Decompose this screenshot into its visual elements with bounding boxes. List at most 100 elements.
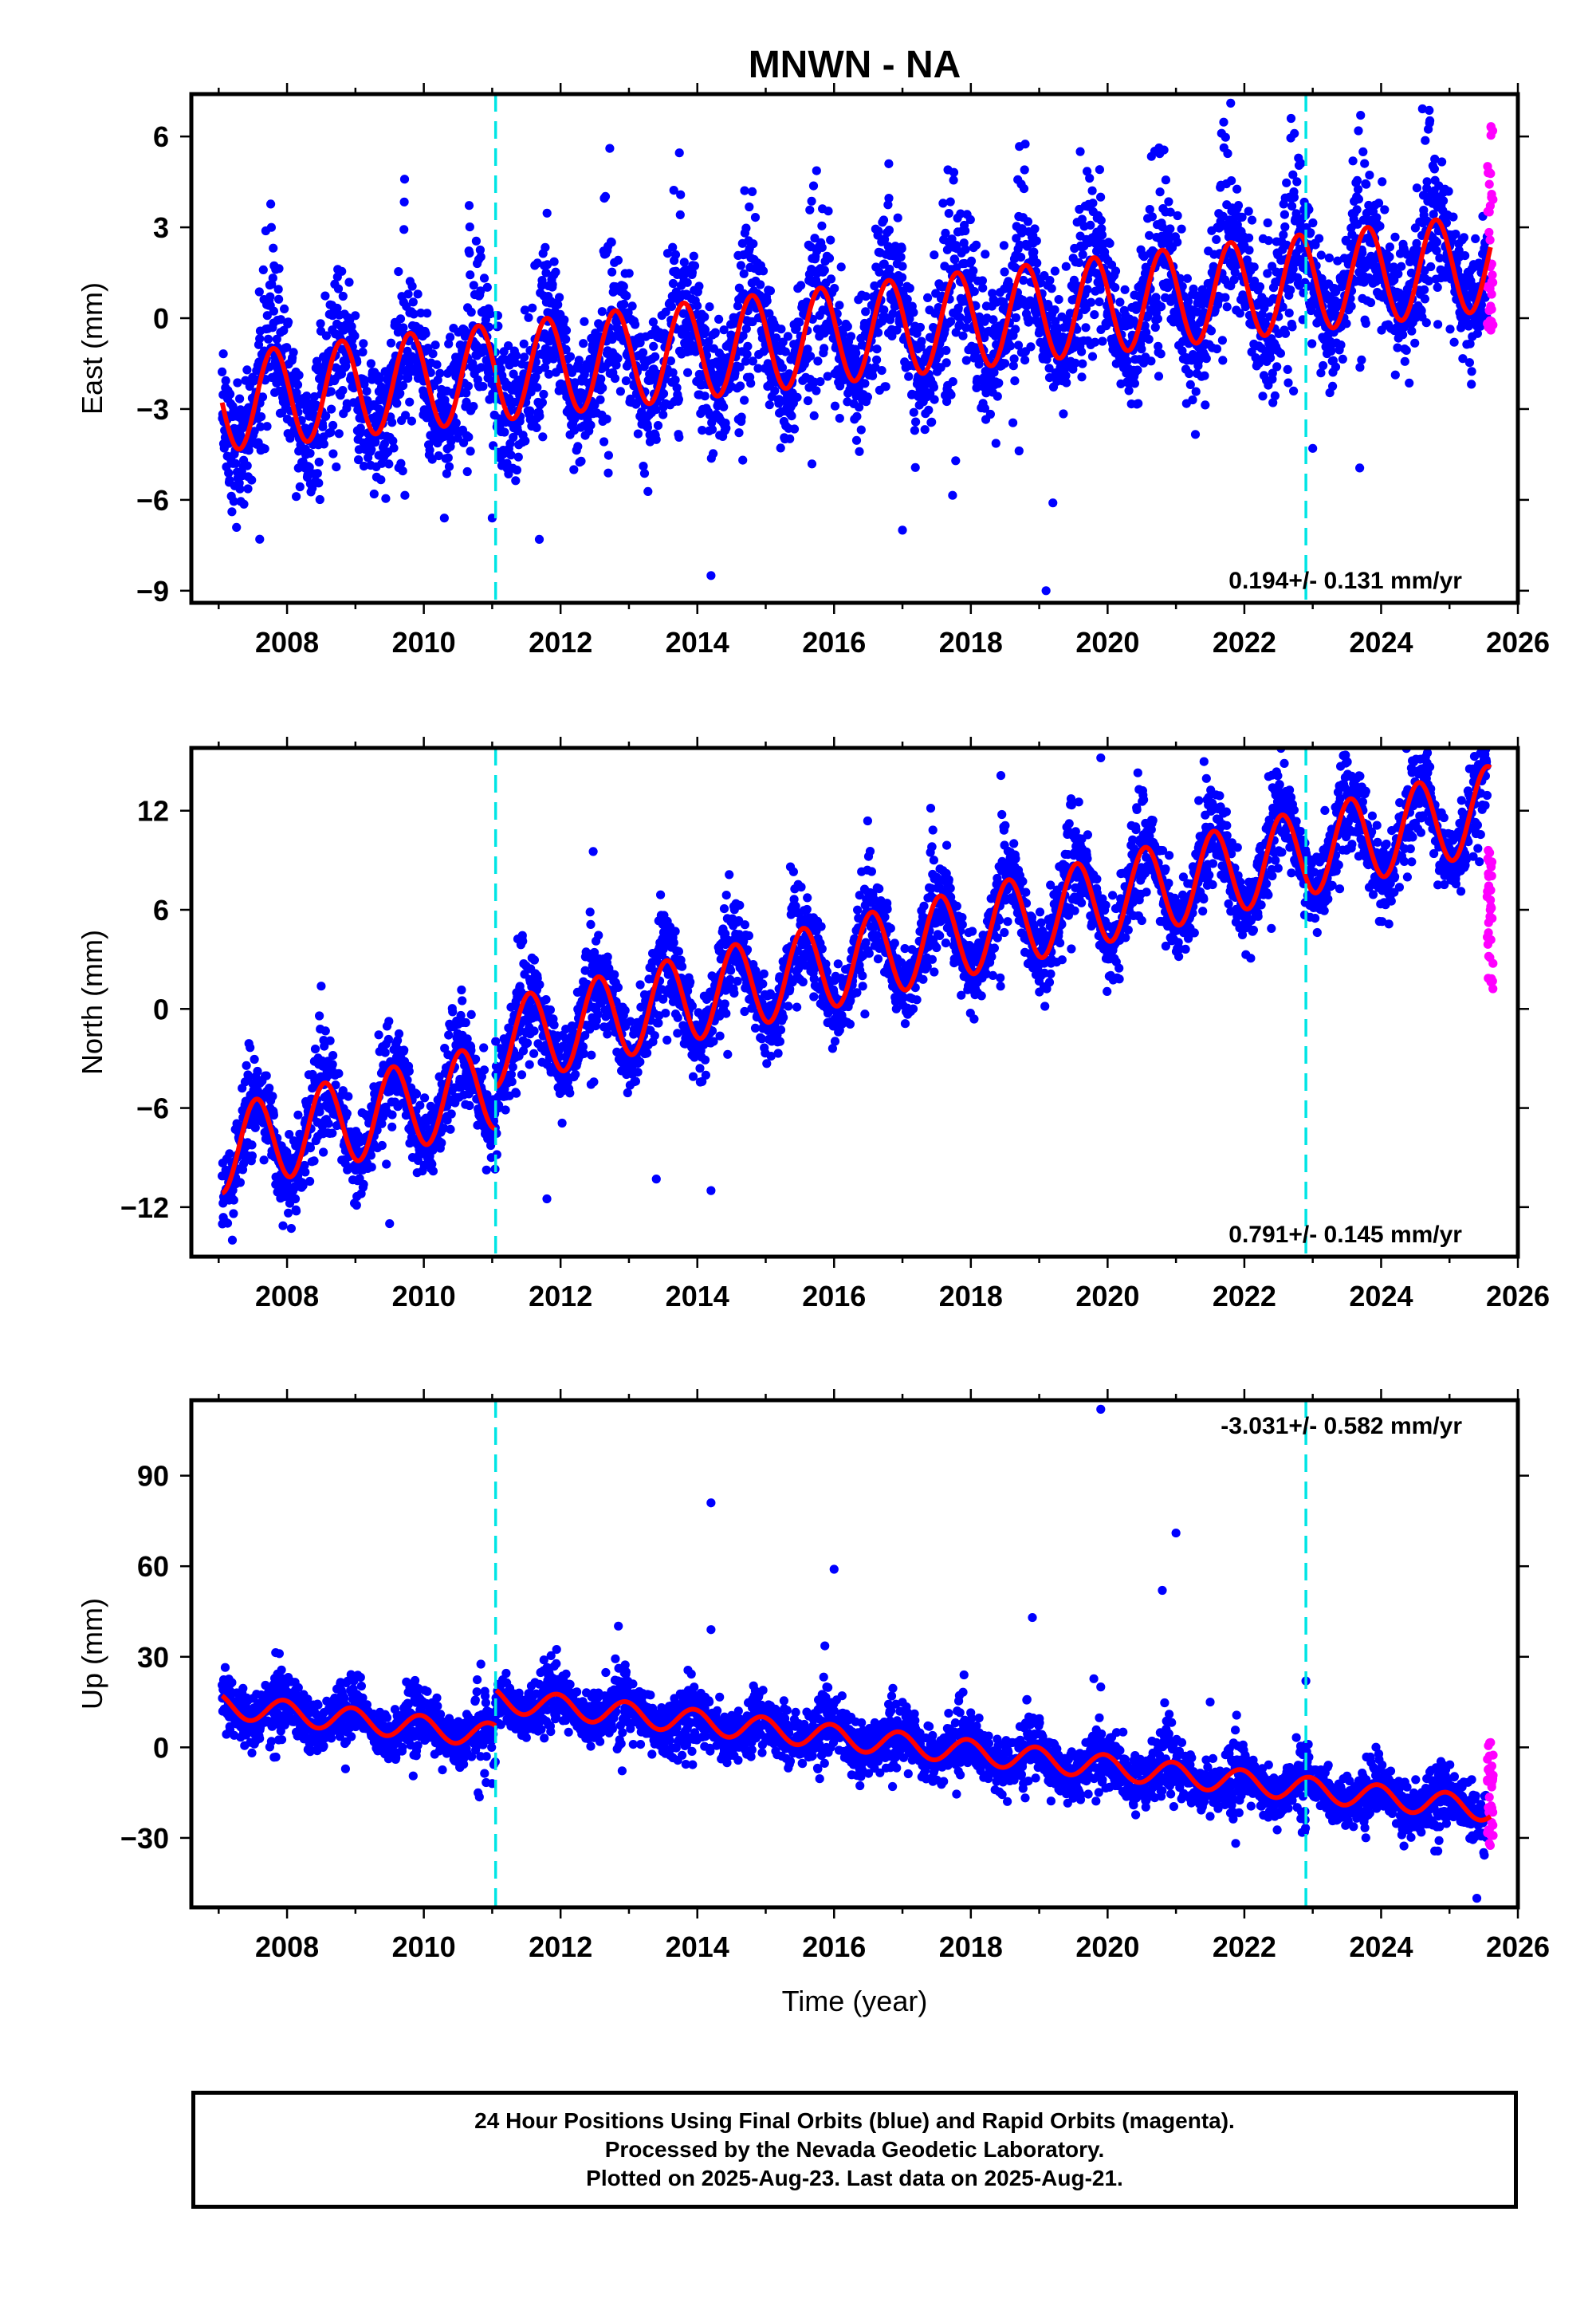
point-east-331 (319, 439, 328, 449)
point-east-306 (312, 400, 321, 410)
point-east-2648 (1032, 258, 1042, 268)
point-east-147 (262, 311, 272, 321)
rapid-point-east-30 (1484, 282, 1493, 292)
rapid-point-east-11 (1486, 169, 1496, 179)
point-east-2378 (949, 167, 959, 177)
chart-title: MNWN - NA (749, 44, 961, 86)
point-east-1096 (555, 293, 564, 302)
point-east-3940 (1429, 164, 1439, 174)
point-east-981 (519, 339, 529, 348)
point-north-329 (319, 1147, 328, 1157)
point-east-484 (366, 359, 375, 368)
point-east-2860 (1097, 230, 1107, 240)
point-east-2077 (856, 425, 866, 435)
point-east-3147 (1185, 380, 1195, 389)
point-east-2296 (924, 405, 934, 415)
point-east-2089 (860, 379, 870, 388)
point-east-736 (444, 339, 454, 348)
point-east-1950 (817, 242, 827, 252)
rapid-point-east-1 (1484, 179, 1494, 189)
point-east-2934 (1120, 285, 1130, 294)
point-east-1287 (613, 255, 623, 265)
point-east-1468 (669, 186, 678, 195)
plot-area-east (218, 71, 1498, 596)
point-east-2284 (920, 425, 930, 435)
point-east-741 (446, 333, 455, 342)
point-east-485 (367, 445, 376, 455)
point-east-2196 (893, 213, 902, 222)
point-east-1851 (787, 411, 796, 421)
point-east-1845 (785, 434, 795, 443)
point-east-2947 (1124, 386, 1134, 396)
point-east-1502 (679, 258, 689, 267)
point-east-1684 (736, 381, 745, 391)
point-east-1320 (623, 308, 633, 317)
x-tick-label-east-2022: 2022 (1213, 626, 1276, 659)
point-east-2227 (902, 294, 912, 304)
point-east-470 (362, 387, 371, 396)
point-east-852 (479, 274, 489, 283)
point-east-1474 (670, 250, 681, 259)
point-east-1132 (565, 352, 576, 361)
point-east-1683 (735, 362, 745, 372)
point-east-2177 (887, 331, 897, 340)
point-north-97 (247, 1140, 257, 1150)
point-east-494 (369, 489, 379, 499)
point-east-3921 (1424, 71, 1433, 80)
point-east-134 (258, 265, 268, 274)
point-east-3604 (1327, 346, 1336, 356)
point-east-3193 (1200, 371, 1209, 380)
point-east-2206 (896, 252, 906, 262)
point-north-303 (310, 1045, 320, 1054)
point-east-1513 (683, 368, 693, 377)
point-east-1323 (624, 269, 634, 278)
point-east-1577 (702, 344, 712, 353)
point-east-3076 (1164, 197, 1173, 207)
point-east-1688 (737, 412, 746, 422)
point-east-191 (276, 315, 285, 325)
point-east-166 (269, 243, 278, 253)
point-east-805 (465, 222, 474, 232)
point-east-1235 (597, 307, 607, 317)
point-east-1956 (820, 344, 829, 353)
point-east-3165 (1191, 387, 1201, 396)
point-east-3916 (1422, 177, 1432, 187)
point-east-463 (360, 376, 369, 385)
point-east-2315 (930, 395, 939, 404)
point-east-3812 (1390, 232, 1400, 242)
point-east-1693 (738, 331, 748, 340)
point-east-0 (218, 367, 227, 376)
point-east-1369 (639, 462, 648, 471)
point-east-1458 (666, 356, 676, 366)
point-east-2193 (892, 325, 902, 335)
point-east-2773 (1071, 358, 1080, 368)
point-north-358 (328, 1128, 337, 1138)
point-east-1246 (600, 191, 611, 201)
point-north-686 (428, 1167, 438, 1176)
y-tick-label-east-2: −3 (136, 393, 169, 426)
point-east-1596 (709, 449, 718, 458)
point-east-82 (242, 461, 252, 470)
point-east-3763 (1375, 222, 1385, 231)
point-east-826 (471, 236, 482, 246)
point-east-1042 (538, 432, 548, 442)
point-east-3067 (1161, 175, 1170, 185)
point-east-202 (280, 304, 289, 313)
point-east-50 (233, 378, 242, 388)
point-east-2018 (838, 329, 848, 339)
point-north-486 (367, 1163, 376, 1172)
point-east-555 (388, 436, 398, 446)
point-east-105 (250, 427, 259, 436)
point-east-2829 (1087, 352, 1098, 361)
point-east-558 (389, 443, 399, 453)
y-tick-label-east-4: 3 (153, 211, 169, 244)
point-east-2151 (879, 305, 889, 315)
point-east-2313 (929, 383, 938, 392)
point-east-1944 (816, 377, 825, 387)
point-east-3598 (1324, 253, 1334, 263)
x-tick-label-east-2008: 2008 (255, 626, 319, 659)
point-east-3688 (1352, 205, 1362, 214)
y-axis-label-east: East (mm) (76, 282, 108, 415)
point-east-589 (399, 323, 408, 333)
point-north-745 (446, 1109, 456, 1119)
